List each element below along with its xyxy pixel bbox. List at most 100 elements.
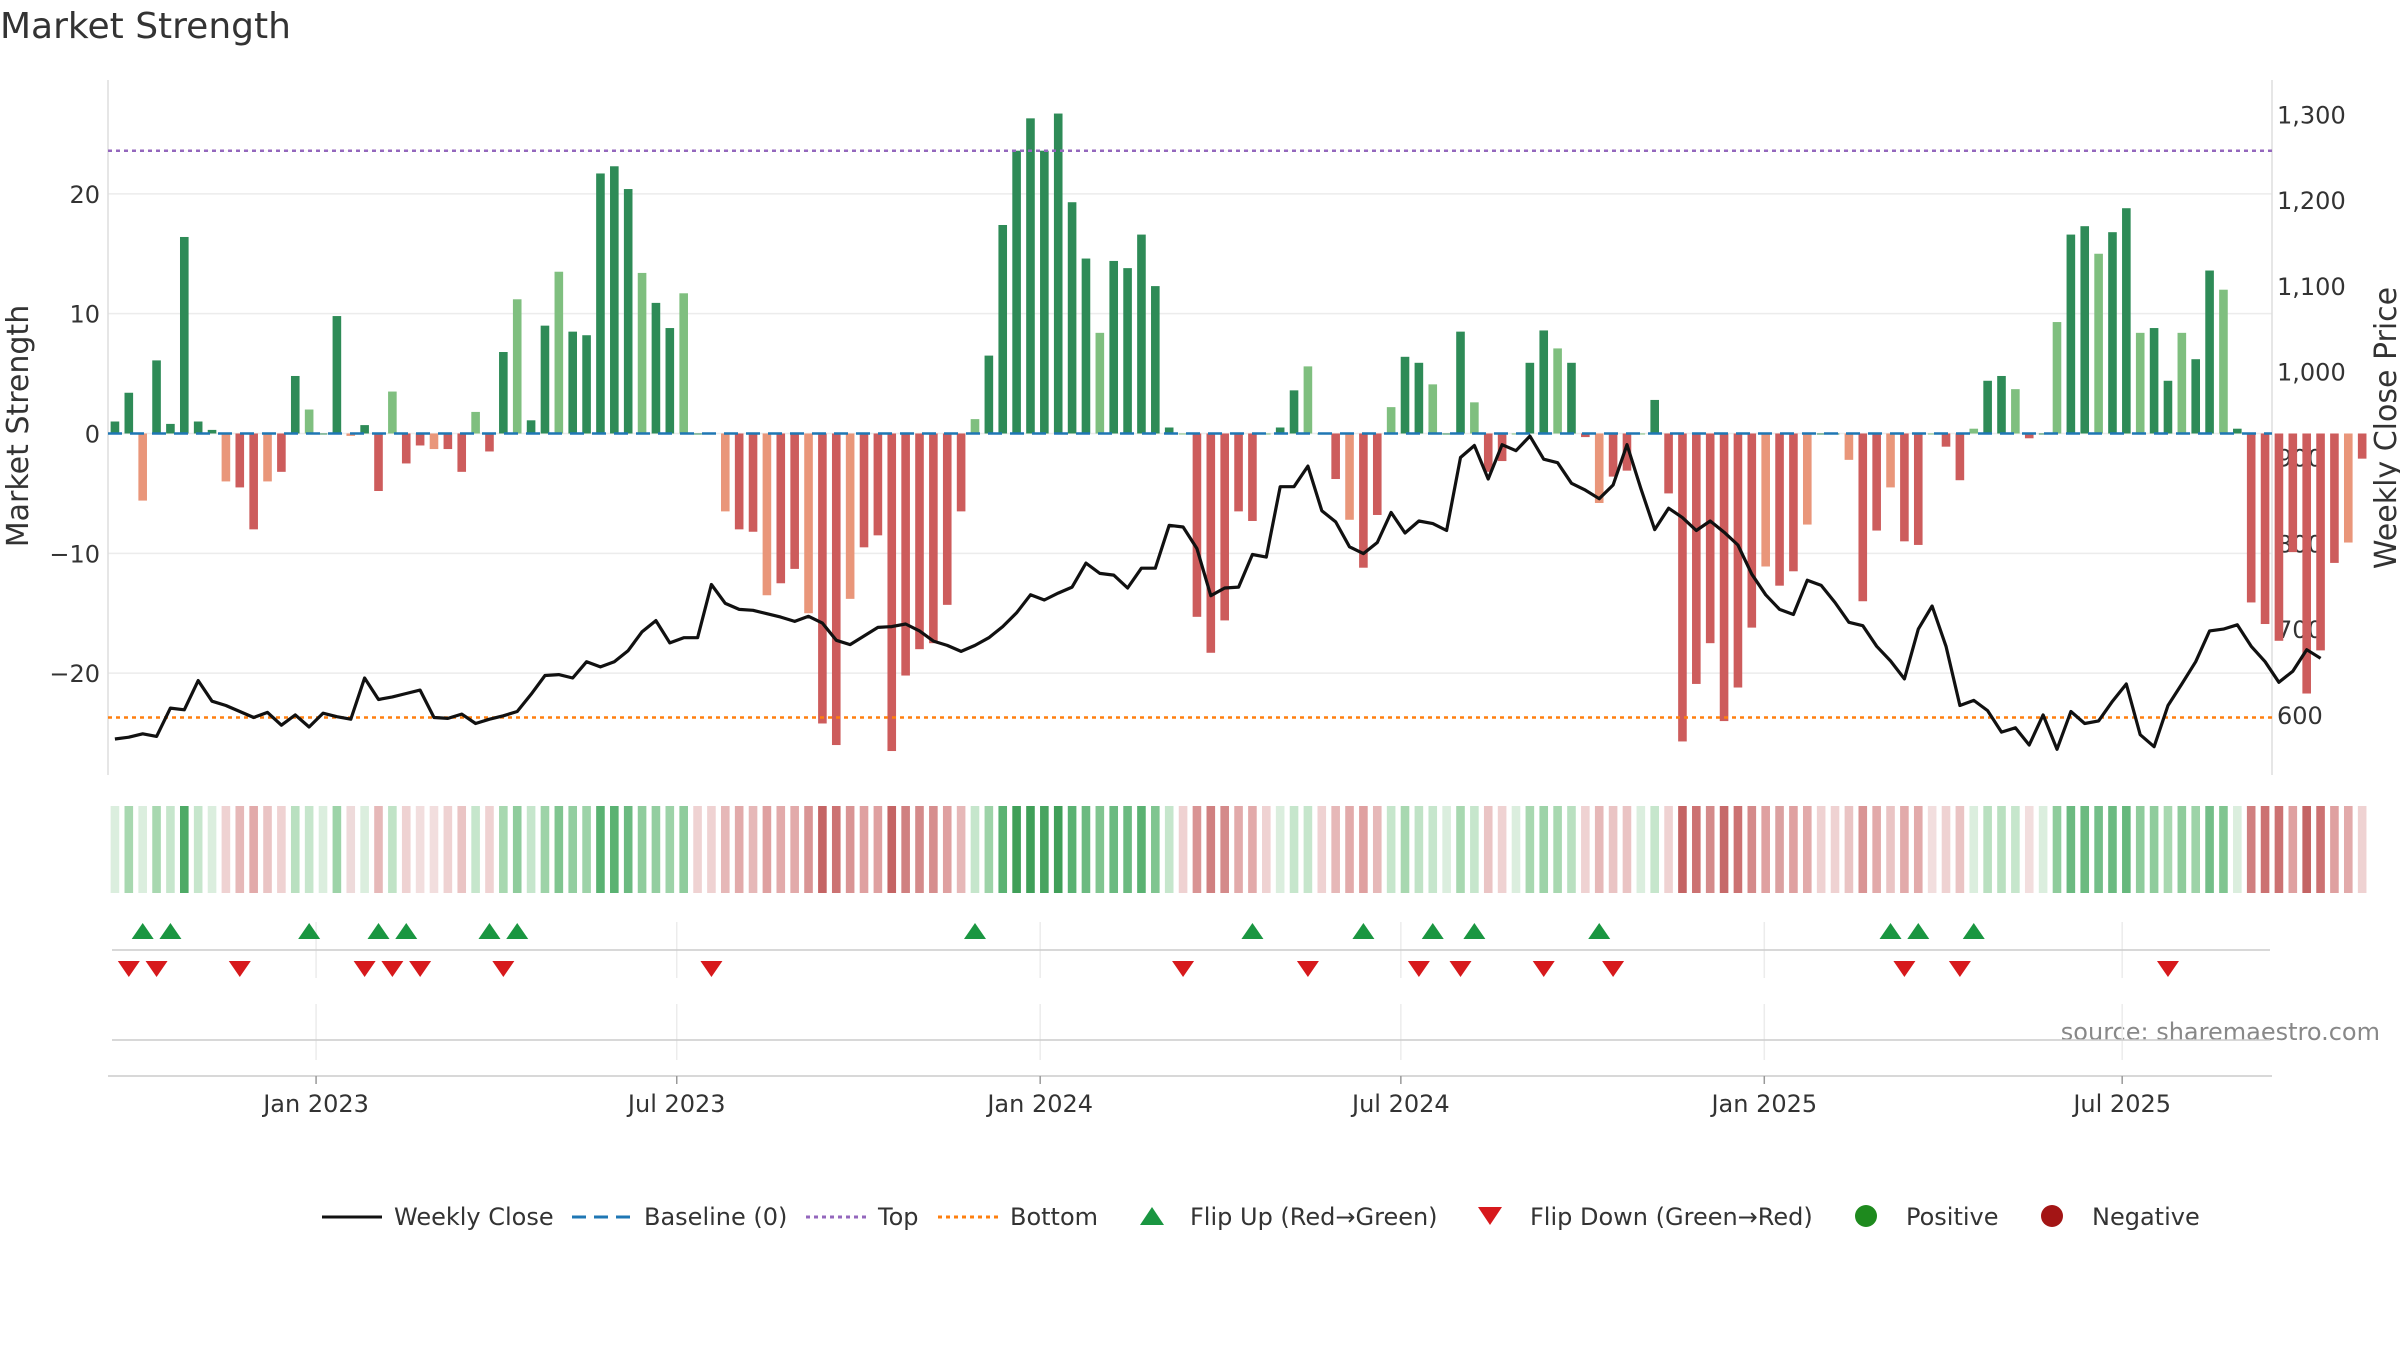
heat-cell [2343,806,2353,893]
strength-bar [1289,390,1299,434]
legend-label: Top [877,1203,919,1231]
right-tick-label: 800 [2277,530,2323,558]
heat-cell [2052,806,2062,893]
flip-up-marker [367,923,390,939]
heat-cell [1511,806,1521,893]
flip-down-marker [1172,961,1195,977]
flip-down-marker [381,961,404,977]
heat-cell [1789,806,1798,893]
heat-cell [1386,806,1396,893]
heat-cell [1553,806,1562,893]
strength-bar [2122,208,2131,434]
heat-cell [1692,806,1701,893]
legend-label: Positive [1906,1203,1999,1231]
heat-cell [818,806,827,893]
heat-cell [859,806,869,893]
heat-cell [1345,806,1354,893]
heat-cell [1151,806,1160,893]
strength-bar [665,328,675,434]
heat-cell [499,806,508,893]
strength-bar [2163,380,2173,434]
legend-label: Weekly Close [394,1203,554,1231]
strength-bar [1941,433,1951,447]
flip-up-marker [395,923,418,939]
strength-bar [499,352,508,434]
left-tick-label: −10 [49,540,100,568]
strength-bar [1414,362,1424,434]
flip-up-marker [506,923,529,939]
left-tick-label: 0 [85,420,100,448]
flip-up-marker [1421,923,1444,939]
heat-cell [1331,806,1340,893]
strength-bar [2219,289,2228,434]
heat-cell [2038,806,2048,893]
strength-bar [1400,356,1410,434]
x-tick-label: Jan 2024 [985,1090,1093,1118]
heat-cell [2149,806,2159,893]
strength-bar [110,421,120,434]
heat-cell [1594,806,1604,893]
legend-item: Flip Down (Green→Red) [1478,1203,1813,1231]
strength-bar [2135,332,2145,434]
legend-label: Negative [2092,1203,2200,1231]
heat-cell [193,806,203,893]
heat-cell [1913,806,1923,893]
strength-bar [2205,270,2214,434]
strength-bar [1997,375,2006,434]
strength-bar [762,433,772,596]
heat-cell [221,806,231,893]
strength-bar [1525,362,1535,434]
heat-cell [1525,806,1535,893]
heat-cell [1622,806,1632,893]
heat-cell [984,806,994,893]
strength-bar [1886,433,1895,488]
strength-bar [1692,433,1701,684]
right-tick-label: 600 [2277,702,2323,730]
strength-bar [1275,427,1285,434]
strength-bar [1483,433,1493,472]
flip-down-marker [492,961,515,977]
strength-bar [1802,433,1812,525]
flip-down-marker [228,961,251,977]
heat-cell [679,806,688,893]
heat-cell [332,806,342,893]
flip-up-marker [1962,923,1985,939]
right-tick-label: 1,000 [2277,359,2346,387]
heat-cell [1567,806,1576,893]
heat-cell [1816,806,1826,893]
heat-cell [1317,806,1327,893]
weekly-close-line [114,434,2322,751]
heat-cell [1414,806,1424,893]
legend-label: Baseline (0) [644,1203,787,1231]
heat-cell [1081,806,1091,893]
strength-bar [235,433,245,488]
heat-cell [1872,806,1881,893]
strength-bar [1844,433,1854,460]
strength-bar [1359,433,1368,568]
heat-cell [152,806,161,893]
flip-up-marker [478,923,501,939]
flip-up-marker [131,923,154,939]
strength-bar [984,355,994,434]
flip-down-marker [353,961,376,977]
strength-bar [1261,433,1271,435]
strength-bar [1026,118,1035,434]
heat-cell [1456,806,1465,893]
strength-bar [1081,258,1091,434]
strength-bar [1220,433,1229,621]
legend-label: Flip Down (Green→Red) [1530,1203,1813,1231]
heat-cell [388,806,397,893]
strength-bar [1234,433,1243,512]
strength-bar [734,433,744,530]
strength-bar [596,173,605,434]
strength-bar [1470,402,1479,434]
strength-bar [457,433,467,472]
strength-bar [623,189,633,434]
heat-cell [1192,806,1202,893]
heat-cell [2066,806,2076,893]
strength-bar [1775,433,1784,586]
heat-cell [540,806,550,893]
heat-cell [179,806,189,893]
strength-bar [207,429,217,434]
